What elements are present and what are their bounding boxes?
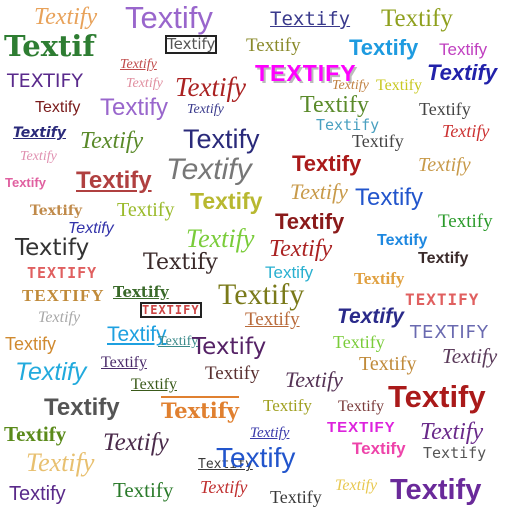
word-textify: Textify	[381, 5, 453, 32]
word-textify: Textify	[161, 398, 240, 423]
word-textify: Textify	[126, 76, 163, 91]
word-textify: Textify	[337, 305, 404, 328]
word-textify: Textify	[377, 232, 428, 249]
word-textify: Textify	[120, 57, 157, 72]
word-textify: Textify	[80, 128, 144, 154]
word-textify: Textify	[442, 344, 498, 368]
word-textify: Textify	[300, 92, 369, 118]
word-textify: Textify	[388, 379, 486, 414]
word-textify: Textify	[175, 72, 246, 102]
word-textify: Textify	[290, 179, 348, 204]
word-textify: Textify	[125, 0, 213, 35]
word-textify: Textify	[13, 125, 66, 141]
word-textify: Textify	[216, 442, 296, 473]
word-textify: Textify	[423, 444, 487, 462]
word-textify: TEXTIFY	[255, 60, 357, 86]
word-textify: Textify	[100, 94, 169, 121]
word-textify: Textify	[275, 209, 345, 234]
word-textify: Textify	[285, 367, 343, 392]
word-textify: Textify	[359, 353, 417, 375]
word-textify: Textify	[15, 235, 90, 261]
word-textify: Textify	[316, 116, 380, 134]
word-textify: Textify	[352, 439, 406, 458]
word-textify: Textify	[4, 422, 67, 446]
word-textify: Textify	[186, 224, 255, 253]
word-textify: Textify	[26, 448, 95, 477]
word-textify: Textify	[5, 175, 46, 190]
word-textify: TEXTIFY	[7, 70, 84, 92]
word-textify: Textify	[164, 35, 218, 54]
word-textify: Textify	[218, 278, 305, 311]
word-textify: Textify	[349, 35, 419, 60]
word-textify: Textify	[198, 457, 253, 472]
word-textify: Textify	[166, 153, 252, 186]
word-textify-caps: TEXTIFY	[327, 419, 396, 436]
word-textify: Textify	[338, 398, 384, 415]
word-textify: Textify	[355, 184, 424, 211]
word-textify: Textify	[44, 394, 120, 421]
word-textify: Textify	[250, 425, 290, 441]
word-textify: Textify	[143, 250, 218, 275]
word-textify: Textify	[187, 102, 224, 117]
word-textify: Textify	[15, 358, 87, 386]
word-textify: Textify	[354, 269, 405, 288]
word-textify: Textify	[34, 4, 98, 30]
word-textify: Textify	[113, 283, 169, 301]
word-textify: Textify	[419, 99, 471, 119]
word-textif: Textif	[4, 29, 95, 63]
word-textify: Textify	[420, 419, 484, 445]
word-textify: Textify	[5, 334, 57, 354]
word-textify-caps: TEXTIFY	[27, 264, 98, 282]
word-textify: Textify	[107, 323, 167, 346]
word-textify: Textify	[30, 203, 83, 219]
word-textify: Textify	[332, 78, 369, 93]
word-textify: Textify	[263, 396, 312, 415]
word-textify-caps: TEXTIFY	[410, 322, 490, 343]
word-textify: Textify	[158, 334, 199, 349]
word-textify: Textify	[418, 154, 471, 176]
word-textify: Textify	[183, 124, 260, 154]
word-textify: Textify	[245, 309, 300, 330]
word-textify: Textify	[270, 487, 322, 507]
word-textify: Textify	[20, 149, 57, 164]
word-textify: Textify	[9, 483, 66, 505]
word-textify: Textify	[438, 211, 493, 232]
word-textify: Textify	[68, 220, 114, 237]
word-textify-caps: TEXTIFY	[22, 286, 105, 305]
word-textify: Textify	[352, 131, 404, 151]
word-textify: Textify	[200, 477, 248, 497]
word-textify: Textify	[76, 167, 152, 194]
word-textify-caps: TEXTIFY	[140, 302, 202, 318]
word-textify: Textify	[270, 8, 351, 30]
word-textify: Textify	[269, 236, 333, 262]
word-textify: Textify	[265, 263, 314, 282]
word-textify: Textify	[376, 77, 422, 94]
word-textify: Textify	[35, 99, 81, 116]
word-textify: Textify	[246, 35, 301, 56]
word-textify: Textify	[418, 250, 469, 267]
word-textify: Textify	[292, 151, 362, 176]
word-textify: Textify	[335, 477, 378, 494]
word-textify: Textify	[131, 376, 177, 393]
word-textify: Textify	[117, 199, 175, 221]
word-textify: Textify	[192, 334, 267, 360]
word-textify: Textify	[190, 188, 263, 214]
word-textify: Textify	[439, 40, 488, 59]
word-textify-caps: TEXTIFY	[405, 290, 480, 309]
word-textify: Textify	[113, 478, 174, 502]
word-textify: Textify	[103, 429, 169, 456]
word-textify: Textify	[101, 354, 147, 371]
word-textify: Textify	[205, 363, 260, 384]
word-textify: Textify	[38, 309, 81, 326]
word-textify: Textify	[333, 332, 385, 352]
word-textify: Textify	[427, 60, 498, 85]
word-textify: Textify	[390, 474, 482, 506]
word-textify: Textify	[442, 121, 490, 141]
